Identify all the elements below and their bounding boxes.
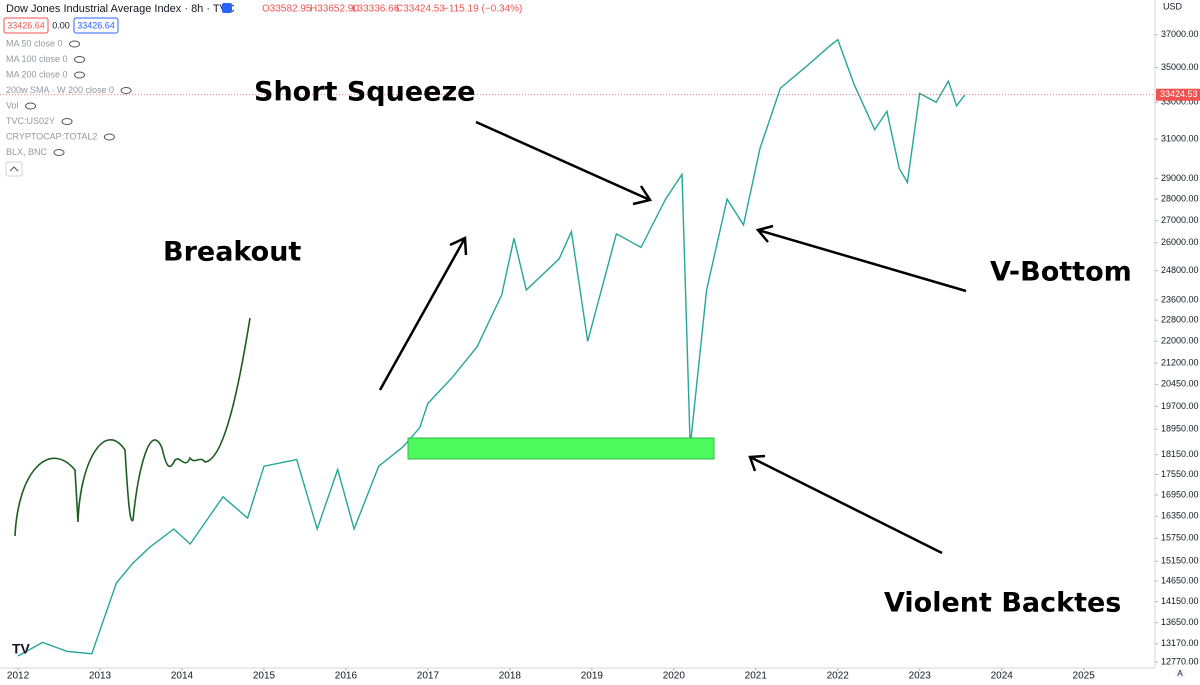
low-value: L33336.66 [352,4,400,15]
y-tick-label: 15150.00 [1161,556,1199,566]
y-tick-label: 22000.00 [1161,336,1199,346]
visibility-icon[interactable] [74,71,86,79]
indicator-list: MA 50 close 0 MA 100 close 0 MA 200 close … [6,38,132,157]
indicator-label: MA 50 close 0 [6,38,63,48]
x-tick-label: 2022 [827,671,850,680]
y-tick-label: 12770.00 [1161,656,1199,666]
close-value: C33424.53 [396,4,445,15]
x-tick-label: 2024 [991,671,1014,680]
y-tick-label: 13170.00 [1161,638,1199,648]
indicator-label: MA 100 close 0 [6,54,68,64]
visibility-icon[interactable] [74,56,86,63]
x-tick-label: 2023 [909,671,932,680]
y-tick-label: 21200.00 [1161,358,1199,368]
y-tick-label: 14150.00 [1161,596,1199,606]
annotation-text: Violent Backtes [884,588,1121,619]
x-tick-label: 2021 [745,671,768,680]
y-tick-label: 35000.00 [1161,62,1199,72]
y-tick-label: 18950.00 [1161,424,1199,434]
annotation-text: Breakout [163,237,301,268]
collapse-icon [9,166,19,172]
arrow [475,120,653,206]
x-tick-label: 2020 [663,671,686,680]
visibility-icon[interactable] [69,40,81,48]
flag-icon[interactable] [222,3,232,13]
x-tick-label: 2025 [1073,671,1096,680]
y-tick-label: 33000.00 [1161,97,1199,107]
open-value: O33582.95 [262,4,312,15]
arrow [378,236,468,391]
plot-area [0,38,1155,657]
y-tick-label: 20450.00 [1161,379,1199,389]
price-label-box [1156,88,1200,101]
visibility-icon[interactable] [120,87,132,94]
y-tick-label: 19700.00 [1161,401,1199,411]
indicator-label: TVC:US02Y [6,116,55,126]
y-tick-label: 31000.00 [1161,133,1199,143]
visibility-icon[interactable] [25,102,37,110]
indicator-label: MA 200 close 0 [6,69,68,79]
sell-button[interactable] [3,17,49,34]
y-tick-label: 28000.00 [1161,193,1199,203]
y-tick-label: 22800.00 [1161,315,1199,325]
y-tick-label: 16350.00 [1161,511,1199,521]
change-value: −115.19 (−0.34%) [443,4,522,15]
x-tick-label: 2015 [253,671,276,680]
price-label: 33424.53 [1160,89,1198,99]
high-value: H33652.90 [310,4,359,15]
arrow [748,454,943,555]
arrow [755,224,967,293]
y-tick-label: 29000.00 [1161,173,1199,183]
indicator-label: 200w SMA · W 200 close 0 [6,85,114,95]
y-tick-label: 18150.00 [1161,449,1199,459]
y-tick-label: 23600.00 [1161,294,1199,304]
price-line [17,38,966,657]
y-tick-label: 17550.00 [1161,469,1199,479]
y-tick-label: 16950.00 [1161,489,1199,499]
x-tick-label: 2017 [417,671,440,680]
y-tick-label: 24800.00 [1161,265,1199,275]
visibility-icon[interactable] [61,118,73,125]
indicator-label: Vol [6,100,19,110]
annotation-text: Short Squeeze [254,77,475,108]
spread: 0.00 [52,20,70,30]
y-tick-label: 13650.00 [1161,617,1199,627]
y-tick-label: 37000.00 [1161,29,1199,39]
tv-logo: TV [12,641,31,657]
collapse-button[interactable] [5,161,23,177]
arrows [378,120,967,555]
y-tick-label: 15750.00 [1161,533,1199,543]
sell-price: 33426.64 [7,20,45,30]
sketch-curve [14,317,251,537]
x-tick-label: 2019 [581,671,604,680]
auto-label: A [1177,669,1183,678]
x-tick-label: 2014 [171,671,194,680]
auto-button[interactable] [1175,669,1185,679]
y-tick-label: 26000.00 [1161,237,1199,247]
buy-price: 33426.64 [77,20,115,30]
y-tick-label: 27000.00 [1161,215,1199,225]
currency: USD [1163,1,1183,11]
x-tick-label: 2013 [89,671,112,680]
indicator-label: BLX, BNC [6,147,48,157]
visibility-icon[interactable] [103,133,115,141]
symbol-title: Dow Jones Industrial Average Index · 8h … [6,3,235,15]
visibility-icon[interactable] [53,149,65,156]
x-tick-label: 2018 [499,671,522,680]
buy-button[interactable] [73,17,119,34]
y-tick-label: 14650.00 [1161,575,1199,585]
indicator-label: CRYPTOCAP:TOTAL2 [6,131,97,141]
x-tick-label: 2016 [335,671,358,680]
annotation-text: V-Bottom [990,257,1132,288]
x-tick-label: 2012 [7,671,30,680]
support-zone [407,437,715,460]
